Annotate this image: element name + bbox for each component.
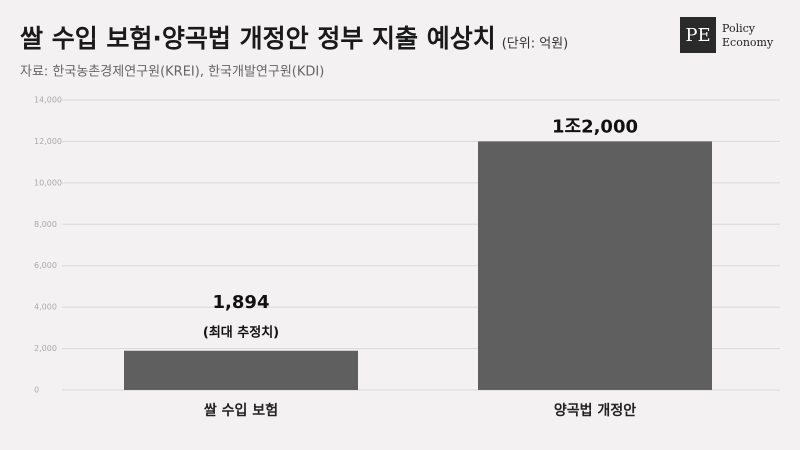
y-tick-label: 14,000 — [34, 96, 62, 105]
logo-text: Economy — [722, 36, 774, 49]
logo-text: Policy — [722, 22, 756, 35]
y-tick-label: 12,000 — [34, 137, 62, 146]
annotation: (최대 추정치) — [203, 324, 279, 340]
chart-title: 쌀 수입 보험·양곡법 개정안 정부 지출 예상치 — [20, 24, 496, 53]
y-tick-label: 4,000 — [34, 303, 57, 312]
bar — [124, 350, 358, 390]
x-tick-label: 쌀 수입 보험 — [204, 402, 278, 419]
unit-label: (단위: 억원) — [502, 37, 569, 52]
x-tick-label: 양곡법 개정안 — [554, 402, 636, 419]
logo-box — [680, 17, 716, 53]
y-tick-label: 2,000 — [34, 344, 57, 353]
y-tick-label: 8,000 — [34, 220, 57, 229]
logo: PE Policy Economy — [680, 17, 774, 53]
y-tick-label: 10,000 — [34, 178, 62, 187]
y-tick-label: 6,000 — [34, 261, 57, 270]
value-label: 1조2,000 — [552, 116, 638, 137]
y-tick-label: 0 — [34, 386, 39, 395]
bar — [478, 141, 712, 390]
plot: 0 2,000 4,000 6,000 8,000 10,000 12,000 14,000 쌀… — [34, 96, 780, 419]
source: 자료: 한국농촌경제연구원(KREI), 한국개발연구원(KDI) — [20, 65, 324, 80]
logo-mark: PE — [685, 25, 710, 46]
value-label: 1,894 — [213, 292, 270, 313]
